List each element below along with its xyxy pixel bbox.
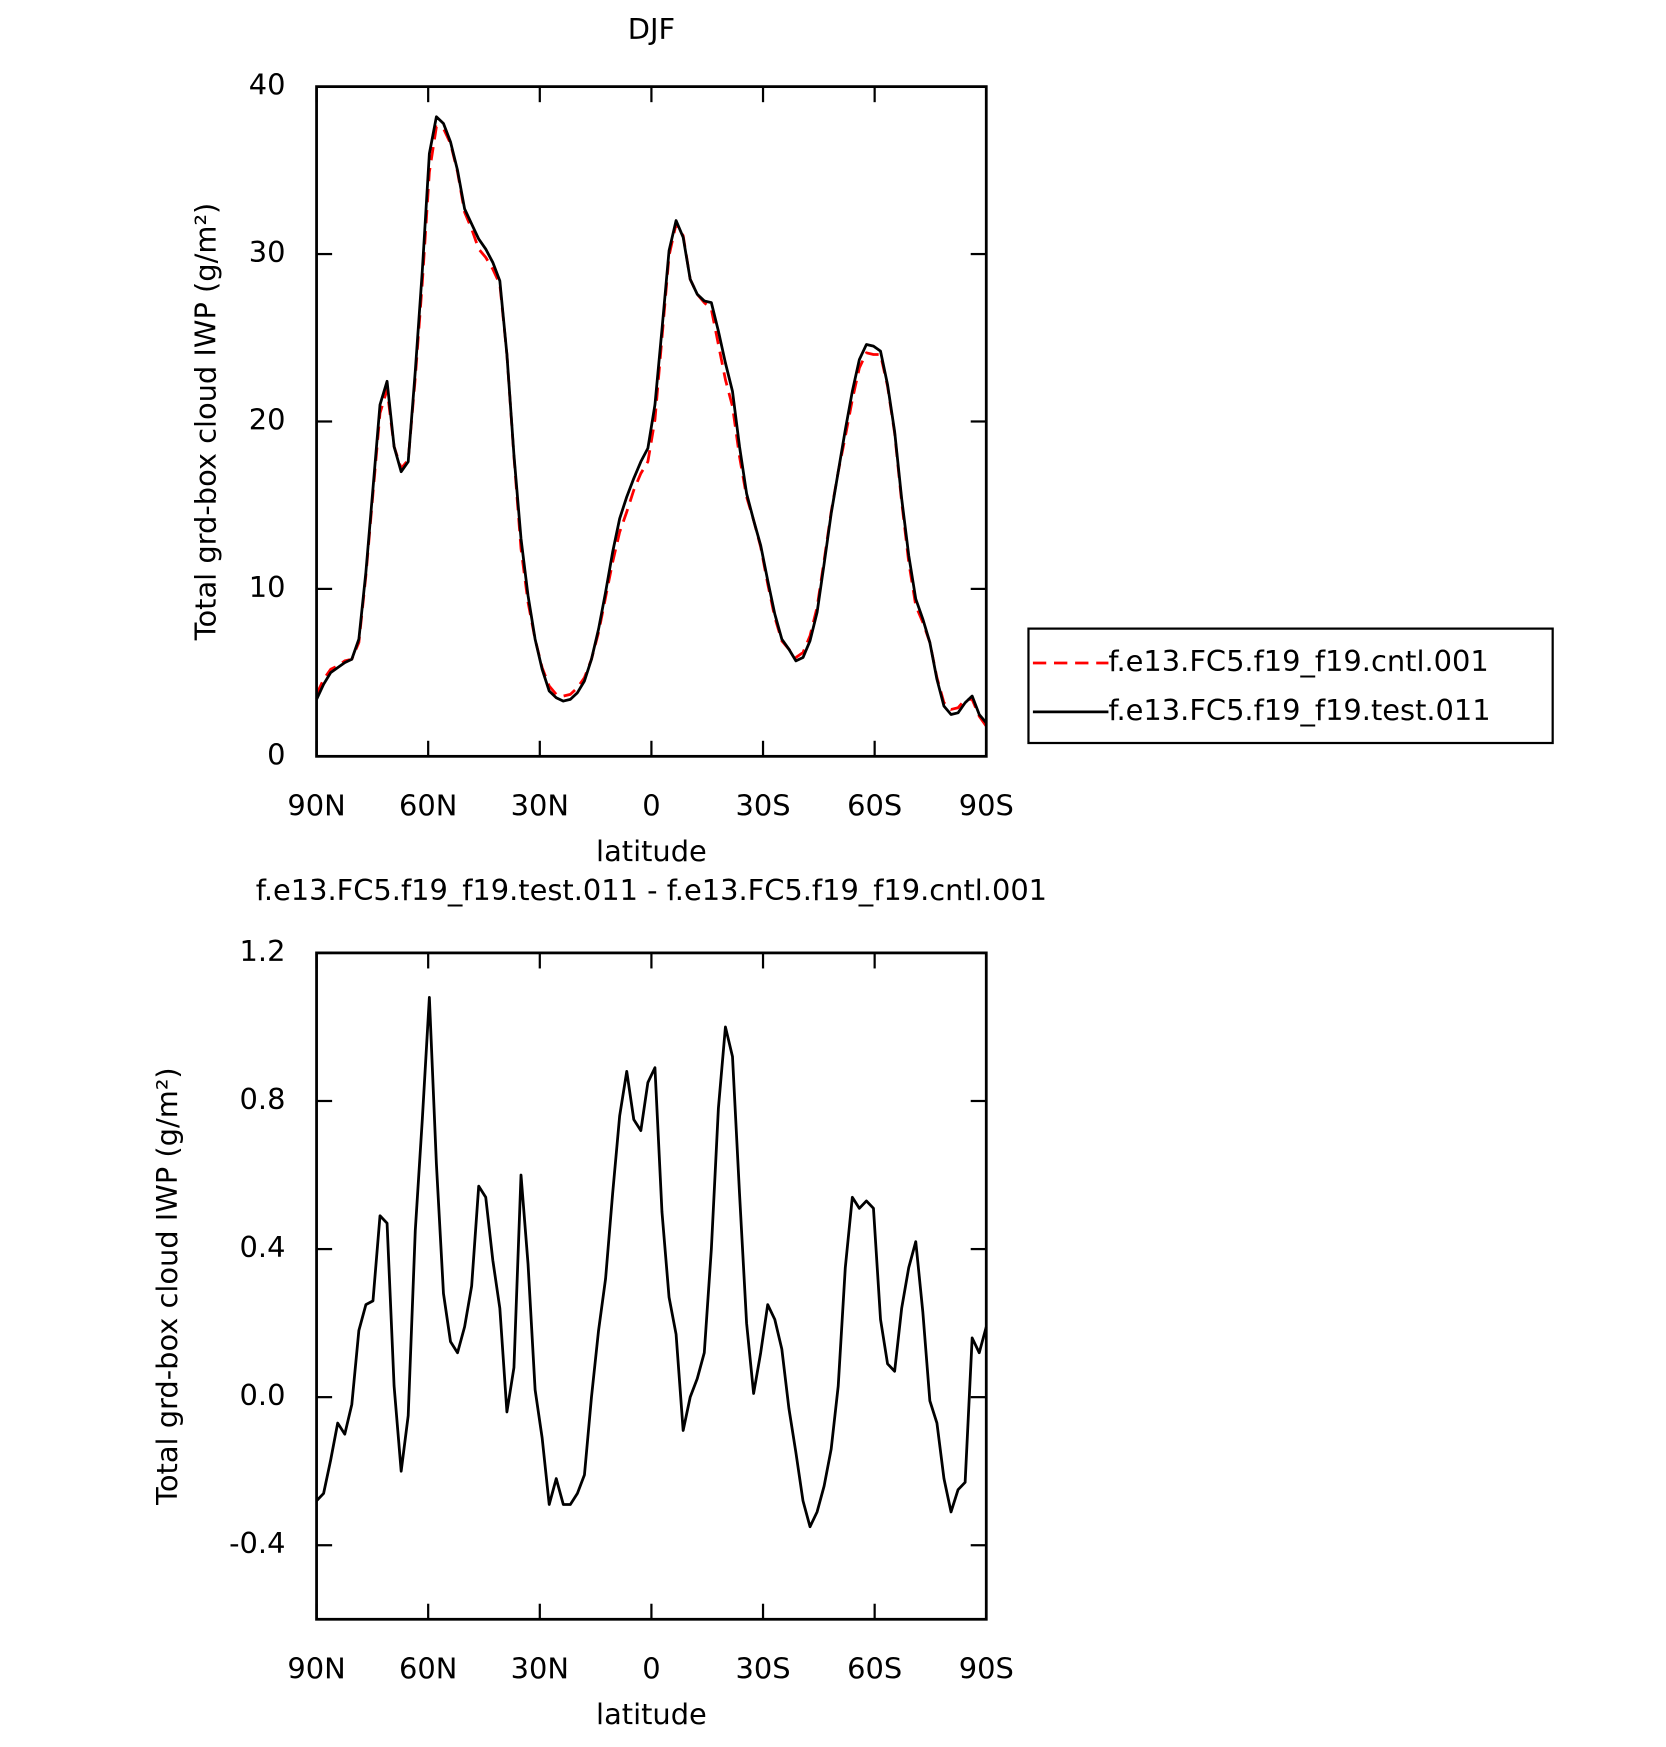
legend-box [1027, 627, 1554, 745]
plot-frame [315, 85, 988, 758]
y-tick-label: 0.8 [240, 1082, 286, 1116]
y-tick-label: 0 [267, 737, 285, 771]
y-axis-label: Total grd-box cloud IWP (g/m²) [150, 1067, 184, 1506]
x-tick-label: 90N [287, 1651, 345, 1685]
x-tick-label: 30S [736, 788, 791, 822]
legend-label: f.e13.FC5.f19_f19.cntl.001 [1108, 644, 1488, 678]
x-tick-label: 60S [847, 1651, 902, 1685]
data-line [315, 995, 988, 1529]
x-tick-label: 30N [511, 1651, 569, 1685]
y-tick-label: 1.2 [240, 934, 286, 968]
x-tick-label: 60S [847, 788, 902, 822]
x-tick-label: 0 [642, 1651, 660, 1685]
legend-label: f.e13.FC5.f19_f19.test.011 [1108, 693, 1490, 727]
y-tick-label: 0.4 [240, 1230, 286, 1264]
x-tick-label: 90S [959, 788, 1014, 822]
data-line [315, 115, 988, 724]
y-tick-label: 10 [249, 570, 286, 604]
chart-title: f.e13.FC5.f19_f19.test.011 - f.e13.FC5.f… [256, 873, 1047, 907]
x-tick-label: 60N [399, 788, 457, 822]
x-tick-label: 90N [287, 788, 345, 822]
x-tick-label: 30N [511, 788, 569, 822]
x-axis-label: latitude [596, 834, 707, 868]
x-tick-label: 0 [642, 788, 660, 822]
x-axis-label: latitude [596, 1697, 707, 1731]
y-tick-label: -0.4 [229, 1526, 285, 1560]
x-tick-label: 30S [736, 1651, 791, 1685]
y-tick-label: 30 [249, 235, 286, 269]
x-tick-label: 90S [959, 1651, 1014, 1685]
x-tick-label: 60N [399, 1651, 457, 1685]
chart-title: DJF [628, 12, 675, 46]
y-axis-label: Total grd-box cloud IWP (g/m²) [189, 203, 223, 642]
y-tick-label: 40 [249, 68, 286, 102]
y-tick-label: 20 [249, 402, 286, 436]
y-tick-label: 0.0 [240, 1378, 286, 1412]
plot-frame [315, 951, 988, 1621]
